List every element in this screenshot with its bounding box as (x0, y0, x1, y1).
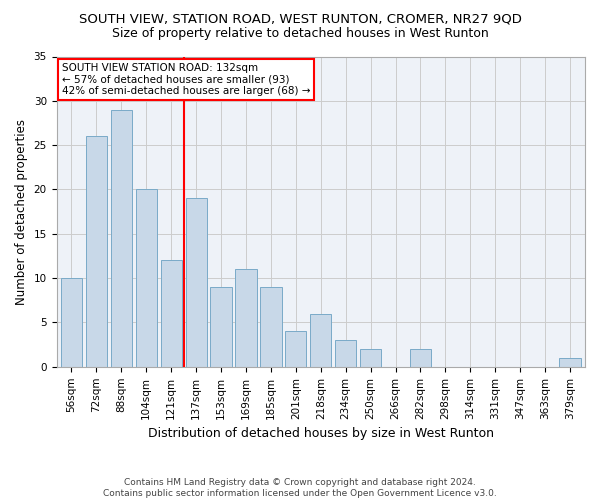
Bar (86, 136, 107, 367)
Bar (310, 314, 331, 367)
Bar (335, 340, 356, 367)
Text: Size of property relative to detached houses in West Runton: Size of property relative to detached ho… (112, 28, 488, 40)
Bar (559, 358, 581, 367)
Bar (111, 110, 132, 367)
Bar (235, 270, 257, 367)
Bar (360, 349, 381, 367)
Text: Contains HM Land Registry data © Crown copyright and database right 2024.
Contai: Contains HM Land Registry data © Crown c… (103, 478, 497, 498)
Bar (285, 332, 307, 367)
Y-axis label: Number of detached properties: Number of detached properties (15, 118, 28, 304)
Bar (260, 287, 281, 367)
Text: SOUTH VIEW, STATION ROAD, WEST RUNTON, CROMER, NR27 9QD: SOUTH VIEW, STATION ROAD, WEST RUNTON, C… (79, 12, 521, 26)
X-axis label: Distribution of detached houses by size in West Runton: Distribution of detached houses by size … (148, 427, 494, 440)
Bar (211, 287, 232, 367)
Bar (136, 190, 157, 367)
Bar (185, 198, 207, 367)
Bar (410, 349, 431, 367)
Text: SOUTH VIEW STATION ROAD: 132sqm
← 57% of detached houses are smaller (93)
42% of: SOUTH VIEW STATION ROAD: 132sqm ← 57% of… (62, 62, 310, 96)
Bar (161, 260, 182, 367)
Bar (61, 278, 82, 367)
